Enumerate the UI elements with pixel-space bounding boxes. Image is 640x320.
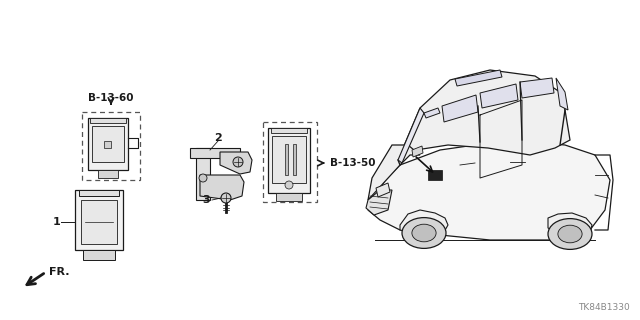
Ellipse shape [402,218,446,248]
Polygon shape [75,190,123,250]
Polygon shape [520,78,554,98]
Polygon shape [368,140,610,240]
Bar [428,170,442,180]
Text: FR.: FR. [49,267,70,277]
Ellipse shape [558,225,582,243]
Polygon shape [196,148,210,200]
Ellipse shape [548,219,592,249]
Polygon shape [398,108,424,163]
Polygon shape [368,145,420,200]
Polygon shape [98,170,118,178]
Text: 3: 3 [202,195,210,205]
Polygon shape [400,210,448,235]
Polygon shape [92,126,124,162]
Polygon shape [104,141,111,148]
Polygon shape [190,148,240,158]
Polygon shape [268,128,310,193]
Polygon shape [79,190,119,196]
Text: 1: 1 [52,217,60,227]
Circle shape [285,181,293,189]
Polygon shape [412,146,423,157]
Text: B-13-60: B-13-60 [88,93,134,103]
Polygon shape [455,70,502,86]
Polygon shape [424,108,440,118]
Polygon shape [480,84,518,108]
Polygon shape [83,250,115,260]
Polygon shape [272,136,306,183]
Text: TK84B1330: TK84B1330 [579,303,630,313]
Polygon shape [293,144,296,175]
Circle shape [233,157,243,167]
Text: 2: 2 [214,133,222,143]
Polygon shape [220,152,252,174]
Polygon shape [90,118,126,123]
Polygon shape [276,193,302,201]
Bar [82,112,140,180]
Circle shape [221,193,231,203]
Polygon shape [366,190,392,215]
Ellipse shape [412,224,436,242]
Polygon shape [81,200,117,244]
Polygon shape [285,144,288,175]
Polygon shape [548,213,592,238]
Polygon shape [442,95,478,122]
Polygon shape [200,175,244,200]
Polygon shape [376,183,390,197]
Polygon shape [556,78,568,110]
Circle shape [199,174,207,182]
Bar [263,122,317,202]
Polygon shape [398,70,570,160]
Polygon shape [88,118,128,170]
Polygon shape [271,128,307,133]
Text: B-13-50: B-13-50 [330,158,376,168]
